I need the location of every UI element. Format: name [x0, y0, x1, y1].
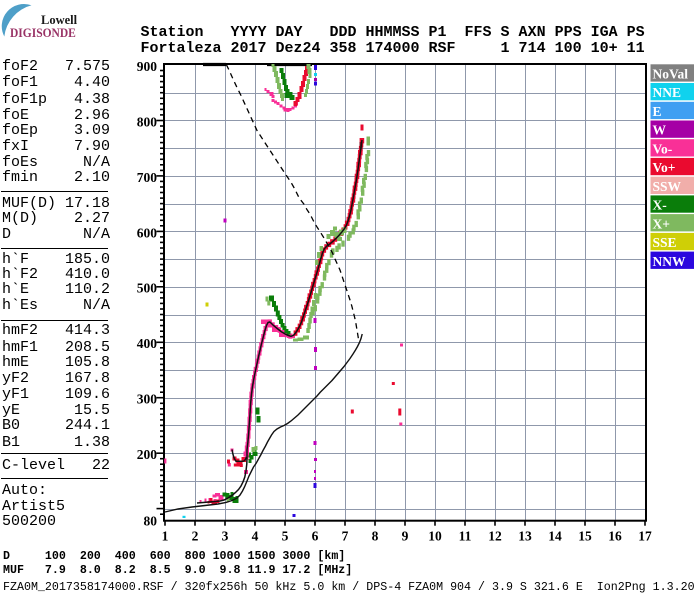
svg-text:Vo+: Vo+: [653, 160, 676, 175]
svg-text:12: 12: [488, 528, 502, 543]
svg-text:SSE: SSE: [653, 235, 677, 250]
svg-text:3: 3: [222, 528, 229, 543]
svg-text:300: 300: [137, 392, 158, 407]
svg-text:E: E: [653, 104, 662, 119]
svg-text:16: 16: [608, 528, 622, 543]
svg-text:15: 15: [578, 528, 592, 543]
svg-text:2: 2: [192, 528, 199, 543]
svg-text:X-: X-: [653, 198, 667, 213]
svg-text:SSW: SSW: [653, 179, 682, 194]
svg-text:NNE: NNE: [653, 85, 682, 100]
svg-text:10: 10: [428, 528, 442, 543]
svg-text:Vo-: Vo-: [653, 141, 673, 156]
svg-text:800: 800: [137, 114, 158, 129]
svg-text:14: 14: [548, 528, 562, 543]
svg-text:400: 400: [137, 336, 158, 351]
svg-text:NoVal: NoVal: [653, 67, 689, 82]
svg-text:700: 700: [137, 170, 158, 185]
svg-text:80: 80: [144, 514, 158, 529]
svg-text:6: 6: [312, 528, 319, 543]
svg-text:NNW: NNW: [653, 254, 686, 269]
svg-text:200: 200: [137, 447, 158, 462]
svg-text:13: 13: [518, 528, 532, 543]
svg-text:11: 11: [459, 528, 472, 543]
svg-text:500: 500: [137, 281, 158, 296]
svg-text:9: 9: [402, 528, 409, 543]
svg-text:W: W: [653, 123, 667, 138]
svg-text:5: 5: [282, 528, 289, 543]
svg-text:X+: X+: [653, 216, 670, 231]
svg-text:7: 7: [342, 528, 349, 543]
svg-text:17: 17: [638, 528, 652, 543]
svg-text:600: 600: [137, 225, 158, 240]
svg-text:900: 900: [137, 59, 158, 74]
svg-text:1: 1: [162, 528, 169, 543]
svg-text:4: 4: [252, 528, 259, 543]
svg-text:8: 8: [372, 528, 379, 543]
